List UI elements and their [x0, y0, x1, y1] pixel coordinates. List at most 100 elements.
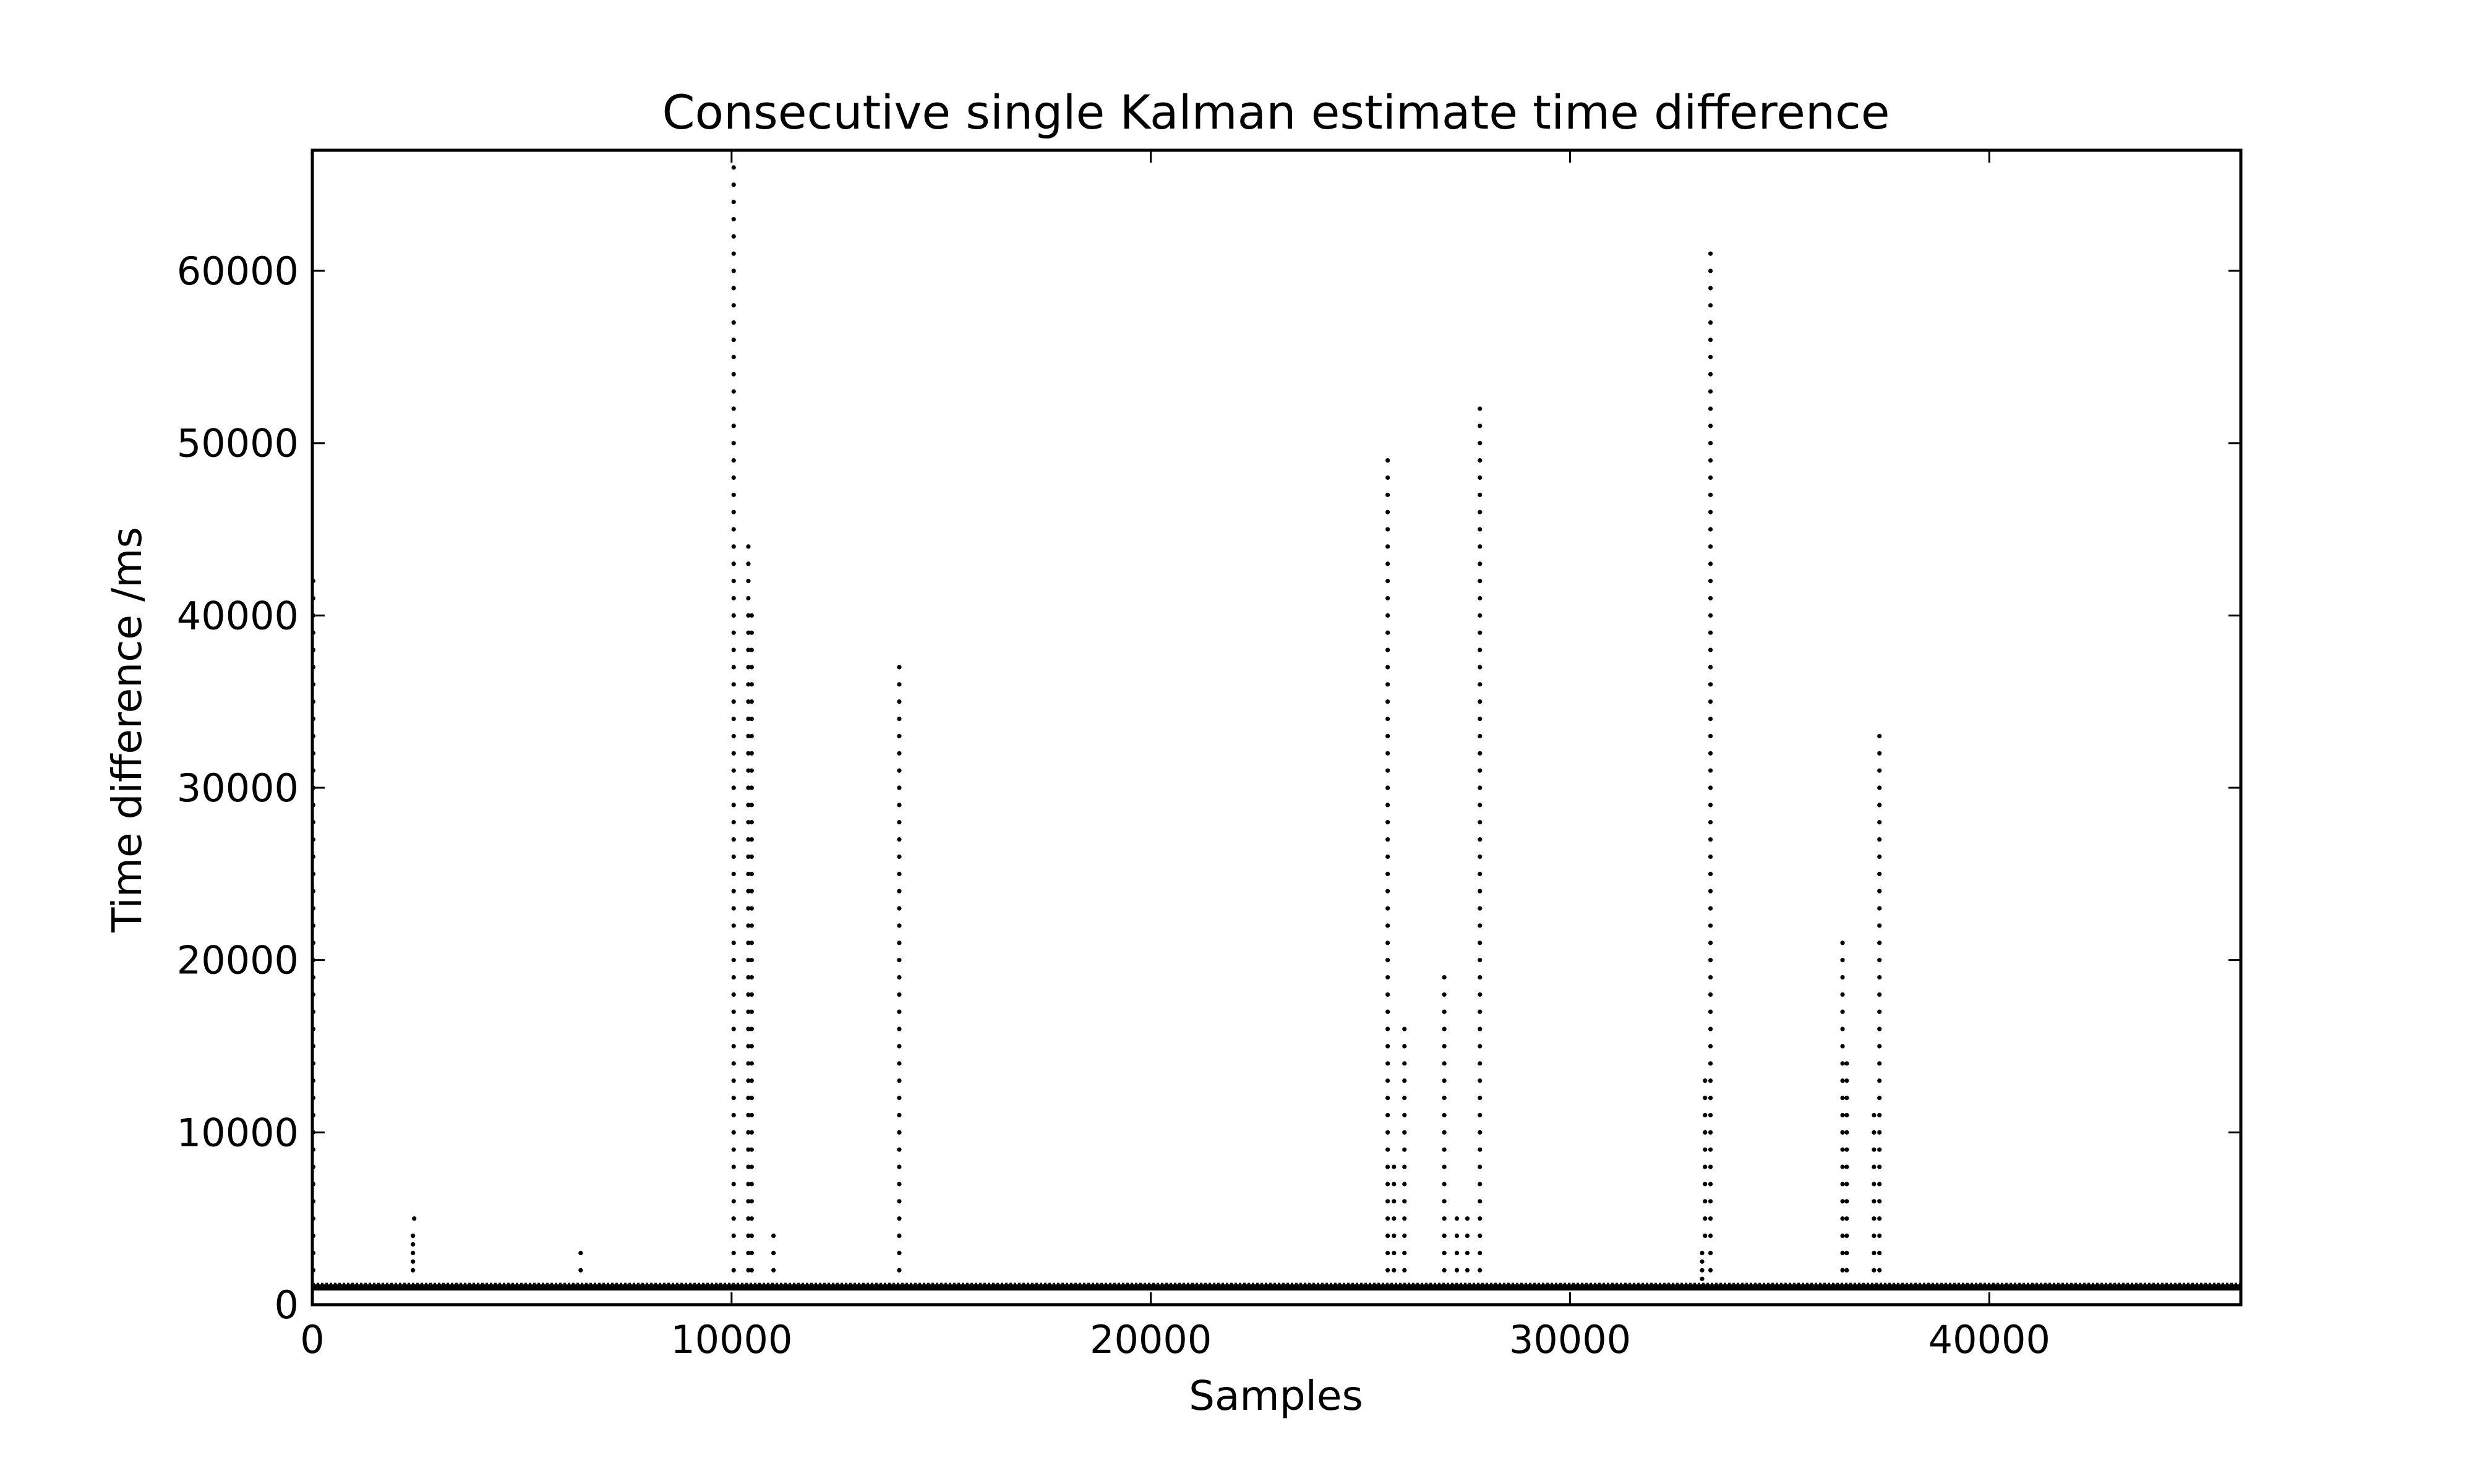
data-point [1402, 1164, 1407, 1169]
data-point [1872, 1147, 1877, 1152]
data-point [1872, 1164, 1877, 1169]
data-point [897, 854, 902, 859]
data-point [746, 751, 751, 756]
data-point [1402, 1199, 1407, 1204]
data-point [1478, 733, 1483, 739]
plot-area: 0 10000 20000 30000 40000 0 10000 20000 30000 400… [177, 148, 2243, 1362]
data-point [1844, 1250, 1849, 1256]
data-point [746, 699, 751, 704]
data-point [1844, 1061, 1849, 1066]
data-point [897, 940, 902, 945]
data-point [1478, 699, 1483, 704]
data-point [746, 733, 751, 739]
data-point [1844, 1096, 1849, 1101]
data-point [1385, 1009, 1390, 1014]
data-point [731, 544, 736, 549]
data-point [1708, 906, 1713, 911]
data-point [731, 320, 736, 325]
data-point [731, 837, 736, 842]
data-point [1872, 1112, 1877, 1118]
data-point [749, 1061, 754, 1066]
data-point [1708, 527, 1713, 532]
data-point [1402, 1147, 1407, 1152]
data-point [731, 1268, 736, 1273]
data-point [1478, 527, 1483, 532]
data-point [731, 974, 736, 980]
data-point [1385, 561, 1390, 566]
data-point [1708, 251, 1713, 256]
data-point [1478, 1147, 1483, 1152]
data-point [1385, 682, 1390, 687]
data-point [1385, 1061, 1390, 1066]
data-point [746, 1009, 751, 1014]
data-point [1385, 716, 1390, 722]
data-point [1708, 1112, 1713, 1118]
data-point [731, 561, 736, 566]
data-point [746, 1130, 751, 1135]
data-point [1385, 1147, 1390, 1152]
data-point [749, 1199, 754, 1204]
data-point [1708, 561, 1713, 566]
y-axis-label: Time difference /ms [103, 527, 151, 933]
y-tick-label: 50000 [177, 421, 299, 466]
data-point [897, 889, 902, 893]
data-point [771, 1250, 776, 1256]
data-point [1872, 1130, 1877, 1135]
data-point [897, 1009, 902, 1014]
data-point [731, 510, 736, 514]
data-point [1840, 1026, 1845, 1031]
data-point [731, 492, 736, 497]
data-point [1442, 1044, 1447, 1049]
data-point [749, 837, 754, 842]
data-point [749, 785, 754, 790]
data-point [1844, 1147, 1849, 1152]
data-point [897, 1182, 902, 1187]
data-point [1708, 441, 1713, 446]
data-point [731, 1199, 736, 1204]
data-point [1877, 1044, 1882, 1049]
data-point [1700, 1276, 1705, 1281]
data-point [1385, 820, 1390, 825]
data-point [731, 1164, 736, 1169]
data-point [749, 906, 754, 911]
data-point [749, 958, 754, 963]
data-point [1708, 372, 1713, 377]
data-point [749, 647, 754, 652]
data-point [1840, 1009, 1845, 1014]
data-point [771, 1268, 776, 1273]
data-point [1708, 889, 1713, 893]
data-point [1478, 768, 1483, 773]
data-point [1385, 958, 1390, 963]
data-point [749, 820, 754, 825]
data-point [1703, 1164, 1708, 1169]
data-point [897, 1061, 902, 1066]
data-point [731, 1078, 736, 1083]
data-point [1392, 1216, 1397, 1221]
data-point [1385, 1130, 1390, 1135]
data-point [1454, 1250, 1460, 1256]
data-point [1700, 1259, 1705, 1264]
data-point [411, 1268, 416, 1273]
data-point [1385, 785, 1390, 790]
data-point [1478, 923, 1483, 928]
data-point [1708, 820, 1713, 825]
data-point [1478, 854, 1483, 859]
data-point [1708, 613, 1713, 618]
data-point [731, 1026, 736, 1031]
data-point [1385, 906, 1390, 911]
data-point [1385, 1182, 1390, 1187]
data-point [1442, 1268, 1447, 1273]
data-point [749, 716, 754, 722]
data-point [731, 1130, 736, 1135]
data-point [1708, 699, 1713, 704]
data-point [1478, 1096, 1483, 1101]
data-point [731, 733, 736, 739]
data-point [1442, 1130, 1447, 1135]
data-point [749, 1147, 754, 1152]
x-axis-label: Samples [1189, 1372, 1363, 1420]
data-point [1478, 871, 1483, 876]
data-point [1877, 751, 1882, 756]
data-point [1478, 940, 1483, 945]
data-point [1385, 1250, 1390, 1256]
